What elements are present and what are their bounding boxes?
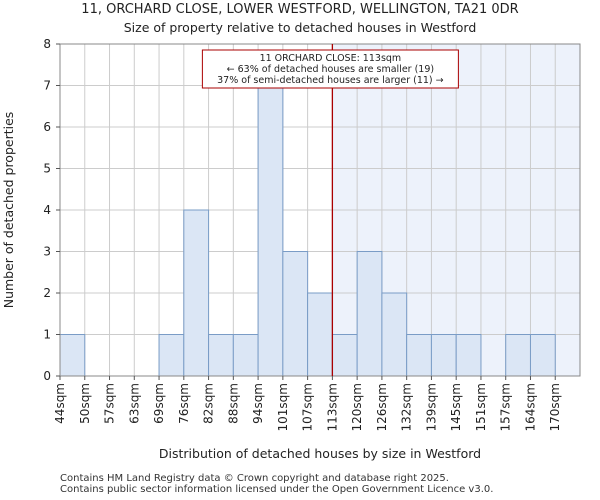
y-tick-label: 5: [43, 162, 51, 176]
y-tick-label: 0: [43, 369, 51, 383]
chart-title: 11, ORCHARD CLOSE, LOWER WESTFORD, WELLI…: [81, 2, 519, 17]
bar: [356, 251, 383, 377]
x-tick-label: 145sqm: [449, 383, 463, 431]
bar: [430, 334, 457, 377]
x-tick-label: 76sqm: [177, 383, 191, 424]
x-tick-label: 107sqm: [301, 383, 315, 431]
bar: [158, 334, 185, 377]
x-tick-label: 164sqm: [523, 383, 537, 431]
bar: [208, 334, 234, 377]
x-tick-label: 88sqm: [226, 383, 240, 424]
y-tick-label: 2: [43, 286, 51, 300]
bar: [331, 334, 358, 377]
bar: [505, 334, 531, 377]
y-tick-label: 7: [43, 79, 51, 93]
bar: [232, 334, 259, 377]
x-tick-label: 151sqm: [474, 383, 488, 431]
x-tick-label: 69sqm: [152, 383, 166, 424]
bar: [59, 334, 86, 377]
x-tick-label: 82sqm: [202, 383, 216, 424]
x-tick-label: 94sqm: [251, 383, 265, 424]
x-tick-label: 50sqm: [78, 383, 92, 424]
y-tick-label: 6: [43, 120, 51, 134]
y-tick-label: 3: [43, 245, 51, 259]
x-tick-label: 44sqm: [53, 383, 67, 424]
x-tick-label: 63sqm: [127, 383, 141, 424]
y-tick-label: 1: [43, 328, 51, 342]
footer-copyright: Contains HM Land Registry data © Crown c…: [60, 473, 449, 484]
bar: [381, 292, 408, 377]
annotation-line: 37% of semi-detached houses are larger (…: [217, 75, 444, 86]
bar: [257, 85, 284, 377]
bar: [307, 292, 333, 377]
x-tick-label: 120sqm: [350, 383, 364, 431]
annotation-box: [201, 49, 459, 89]
annotation-line: ← 63% of detached houses are smaller (19…: [227, 64, 434, 75]
bar: [406, 334, 432, 377]
bar: [183, 209, 210, 377]
bar: [282, 251, 309, 377]
bar: [455, 334, 482, 377]
footer-licence: Contains public sector information licen…: [60, 484, 494, 495]
x-tick-label: 126sqm: [375, 383, 389, 431]
x-tick-label: 157sqm: [499, 383, 513, 431]
x-tick-label: 139sqm: [424, 383, 438, 431]
x-tick-label: 170sqm: [548, 383, 562, 431]
x-tick-label: 57sqm: [103, 383, 117, 424]
annotation-line: 11 ORCHARD CLOSE: 113sqm: [260, 53, 402, 64]
y-tick-label: 8: [43, 37, 51, 51]
x-tick-label: 132sqm: [400, 383, 414, 431]
y-axis-label: Number of detached properties: [1, 112, 16, 309]
y-tick-label: 4: [43, 203, 51, 217]
bar: [529, 334, 556, 377]
x-axis-label: Distribution of detached houses by size …: [159, 446, 481, 461]
x-tick-label: 101sqm: [276, 383, 290, 431]
x-tick-label: 113sqm: [325, 383, 339, 431]
chart-subtitle: Size of property relative to detached ho…: [123, 20, 477, 35]
